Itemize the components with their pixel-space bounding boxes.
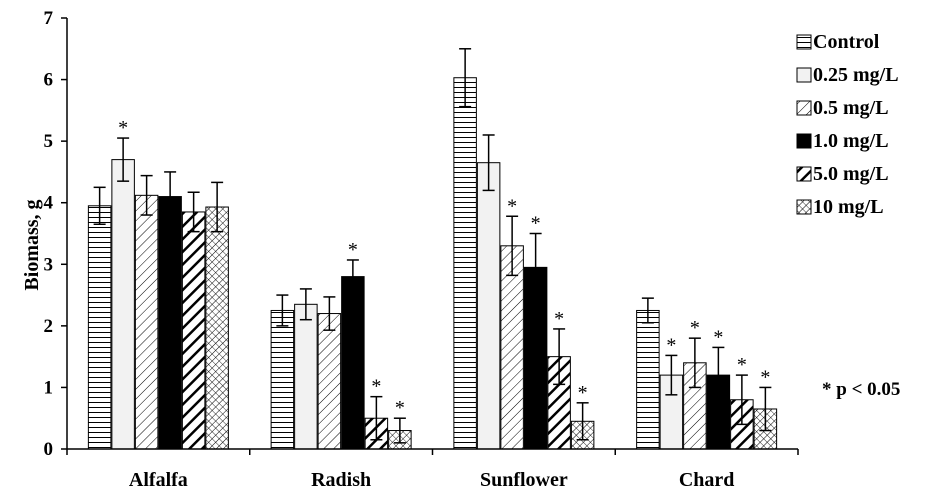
- bars-layer: [87, 77, 778, 450]
- significance-star: *: [578, 382, 588, 404]
- y-axis-title: Biomass, g: [21, 199, 43, 290]
- bar-alfalfa-5: [181, 211, 206, 450]
- y-tick-labels: 0 1 2 3 4 5 6 7: [44, 8, 54, 460]
- y-tick-label: 6: [44, 70, 54, 91]
- bar-radish-2: [294, 303, 318, 450]
- y-tick-label: 4: [44, 193, 54, 214]
- significance-star: *: [531, 213, 541, 235]
- significance-star: *: [690, 317, 700, 339]
- bar-chard-1: [636, 309, 660, 450]
- category-label-alfalfa: Alfalfa: [129, 469, 188, 491]
- y-tick-label: 0: [44, 439, 54, 460]
- legend-label: 10 mg/L: [813, 196, 884, 218]
- legend-swatch: [796, 199, 812, 215]
- significance-star: *: [507, 195, 517, 217]
- bar-sunflower-1: [453, 77, 477, 450]
- legend-label: 0.25 mg/L: [813, 64, 899, 86]
- legend-label: 5.0 mg/L: [813, 163, 889, 185]
- bar-radish-4: [341, 276, 365, 450]
- legend-swatch: [796, 67, 812, 83]
- legend-swatch: [796, 166, 812, 182]
- y-tick-label: 5: [44, 131, 54, 152]
- legend-label: 0.5 mg/L: [813, 97, 889, 119]
- legend-label: 1.0 mg/L: [813, 130, 889, 152]
- category-label-sunflower: Sunflower: [480, 469, 568, 491]
- y-tick-label: 3: [44, 254, 54, 275]
- significance-star: *: [713, 326, 723, 348]
- bar-sunflower-3: [500, 245, 524, 450]
- significance-star: *: [760, 366, 770, 388]
- bar-alfalfa-4: [158, 196, 182, 450]
- significance-star: *: [348, 239, 358, 261]
- category-label-radish: Radish: [311, 469, 371, 491]
- significance-star: *: [554, 308, 564, 330]
- legend: Control 0.25 mg/L 0.5 mg/L 1.0 mg/L 5.0 mg/L…: [796, 31, 899, 218]
- y-tick-label: 7: [44, 8, 54, 29]
- bar-sunflower-2: [476, 162, 501, 450]
- category-labels: Alfalfa Radish Sunflower Chard: [129, 469, 734, 491]
- bar-alfalfa-1: [87, 205, 112, 450]
- significance-star: *: [737, 354, 747, 376]
- significance-note: * p < 0.05: [822, 379, 900, 400]
- y-tick-label: 1: [44, 377, 54, 398]
- y-tick-label: 2: [44, 316, 54, 337]
- significance-star: *: [371, 376, 381, 398]
- legend-swatch: [796, 100, 812, 116]
- significance-star: *: [118, 117, 128, 139]
- bar-alfalfa-6: [205, 206, 229, 450]
- bar-radish-3: [317, 313, 342, 450]
- category-label-chard: Chard: [679, 469, 735, 491]
- significance-star: *: [666, 334, 676, 356]
- significance-star: *: [395, 397, 405, 419]
- legend-label: Control: [813, 31, 880, 53]
- legend-swatch: [796, 133, 812, 149]
- bar-alfalfa-2: [111, 159, 135, 450]
- legend-swatch: [796, 34, 812, 50]
- axes-layer: [61, 17, 799, 455]
- bar-alfalfa-3: [134, 194, 159, 450]
- bar-radish-1: [270, 309, 295, 450]
- error-bars-layer: * * * * * * * * * * * * *: [93, 48, 772, 444]
